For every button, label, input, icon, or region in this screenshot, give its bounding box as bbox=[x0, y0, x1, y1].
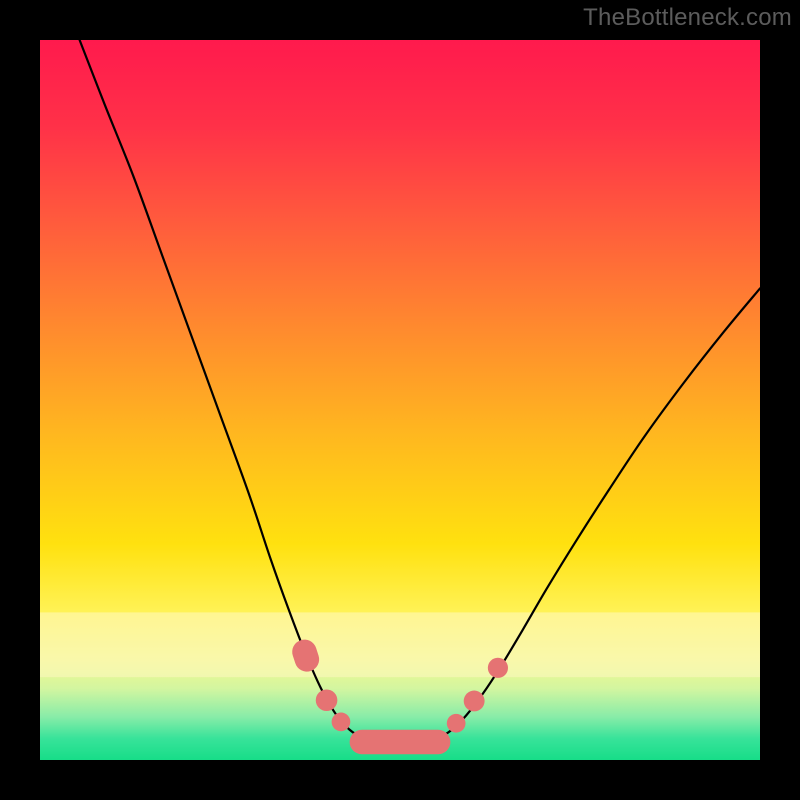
watermark-text: TheBottleneck.com bbox=[583, 4, 792, 32]
curve-marker bbox=[447, 714, 466, 733]
curve-marker bbox=[316, 689, 338, 711]
curve-marker bbox=[332, 712, 351, 731]
curve-marker bbox=[488, 658, 508, 678]
curve-marker-capsule bbox=[350, 730, 451, 754]
curve-marker bbox=[464, 691, 485, 712]
pale-transition-band bbox=[40, 612, 760, 677]
bottleneck-chart bbox=[0, 0, 800, 800]
